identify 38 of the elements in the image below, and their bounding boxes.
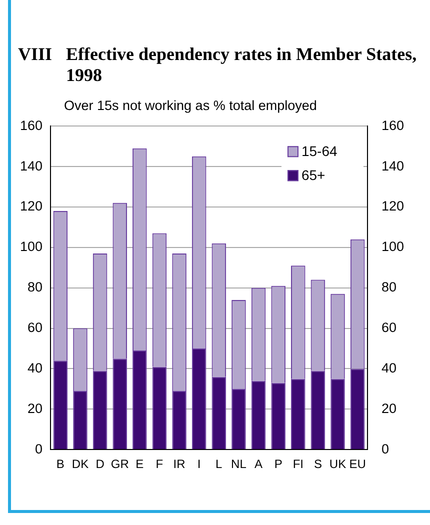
y2-tick-label: 0 <box>381 441 389 456</box>
x-tick-label: P <box>274 457 282 472</box>
y-tick-label: 160 <box>20 118 43 133</box>
x-tick-label: UK <box>329 457 346 472</box>
chart-subtitle: Over 15s not working as % total employed <box>64 98 317 113</box>
y2-tick-label: 20 <box>381 400 397 416</box>
x-tick-label: IR <box>173 457 186 472</box>
y-tick-label: 20 <box>27 400 43 416</box>
chart-title: VIII Effective dependency rates in Member States, 1998 <box>18 44 418 86</box>
x-tick-label: I <box>197 457 201 472</box>
y2-tick-label: 80 <box>381 280 397 295</box>
y-tick-label: 140 <box>20 158 43 174</box>
legend-label: 65+ <box>301 166 326 183</box>
y2-tick-label: 120 <box>381 198 404 214</box>
y-tick-label: 40 <box>27 360 43 376</box>
x-tick-label: D <box>96 457 105 472</box>
x-tick-label: FI <box>292 457 304 472</box>
x-tick-label: L <box>216 457 223 472</box>
x-tick-label: F <box>156 457 164 472</box>
y-tick-label: 60 <box>27 320 43 336</box>
y-tick-label: 80 <box>27 280 43 295</box>
y-tick-label: 120 <box>20 198 43 214</box>
y2-tick-label: 60 <box>381 320 397 336</box>
x-tick-label: A <box>254 457 263 472</box>
legend-label: 15-64 <box>301 142 338 159</box>
x-tick-label: GR <box>110 457 130 472</box>
y2-tick-label: 160 <box>381 118 404 133</box>
x-tick-label: NL <box>231 457 247 472</box>
y-tick-label: 0 <box>35 441 43 456</box>
y2-tick-label: 100 <box>381 239 404 254</box>
x-tick-label: DK <box>72 457 89 472</box>
x-tick-label: S <box>314 457 322 472</box>
y-tick-label: 100 <box>20 239 43 254</box>
x-tick-label: B <box>56 457 64 472</box>
x-tick-label: EU <box>349 457 366 472</box>
y2-tick-label: 40 <box>381 360 397 376</box>
x-tick-label: E <box>136 457 144 472</box>
y2-tick-label: 140 <box>381 158 404 174</box>
